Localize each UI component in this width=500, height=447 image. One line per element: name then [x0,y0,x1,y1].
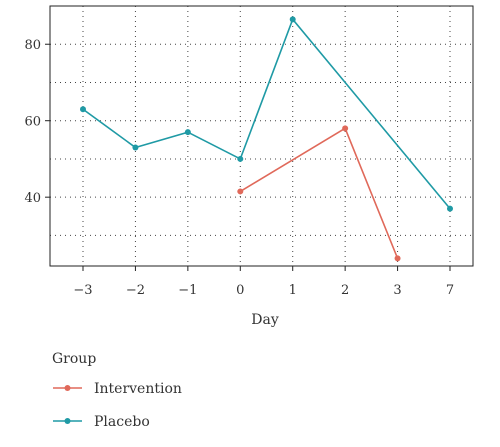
grid [50,5,473,266]
data-point [237,155,244,162]
x-tick-label: 2 [341,283,349,298]
y-tick-label: 60 [24,115,41,130]
data-point [237,188,244,195]
legend-label: Intervention [94,381,182,397]
data-point [447,205,453,212]
data-point [342,125,349,132]
x-tick-label: 0 [236,283,244,298]
data-point [289,16,296,23]
x-tick-label: 1 [289,283,297,298]
x-tick-label: 3 [393,283,401,298]
y-tick-label: 40 [24,191,41,206]
legend-swatch-point [64,418,71,424]
x-tick-label: 7 [446,283,454,298]
data-point [184,129,191,136]
series-intervention [237,125,401,262]
x-tick-label: −3 [73,283,92,298]
x-axis-title: Day [251,312,279,328]
legend-item-intervention: Intervention [53,381,182,397]
legend-swatch-point [64,385,71,391]
series-line [82,17,451,210]
y-axis-ticks: 40 60 80 [24,38,50,206]
legend-title: Group [52,351,96,367]
legend-items: Intervention Placebo [53,381,182,430]
x-tick-label: −1 [178,283,197,298]
data-point [80,106,86,113]
x-axis-ticks: −3 −2 −1 0 1 2 3 7 [73,266,454,298]
legend-label: Placebo [94,414,150,430]
series-placebo [80,16,453,212]
y-tick-label: 80 [24,38,41,53]
legend: Group Intervention Placebo [52,351,182,430]
series-line [239,127,399,259]
x-tick-label: −2 [126,283,145,298]
legend-item-placebo: Placebo [53,414,150,430]
plot-frame [49,5,474,267]
series-layer [80,16,453,262]
data-point [394,255,401,262]
data-point [132,144,139,151]
